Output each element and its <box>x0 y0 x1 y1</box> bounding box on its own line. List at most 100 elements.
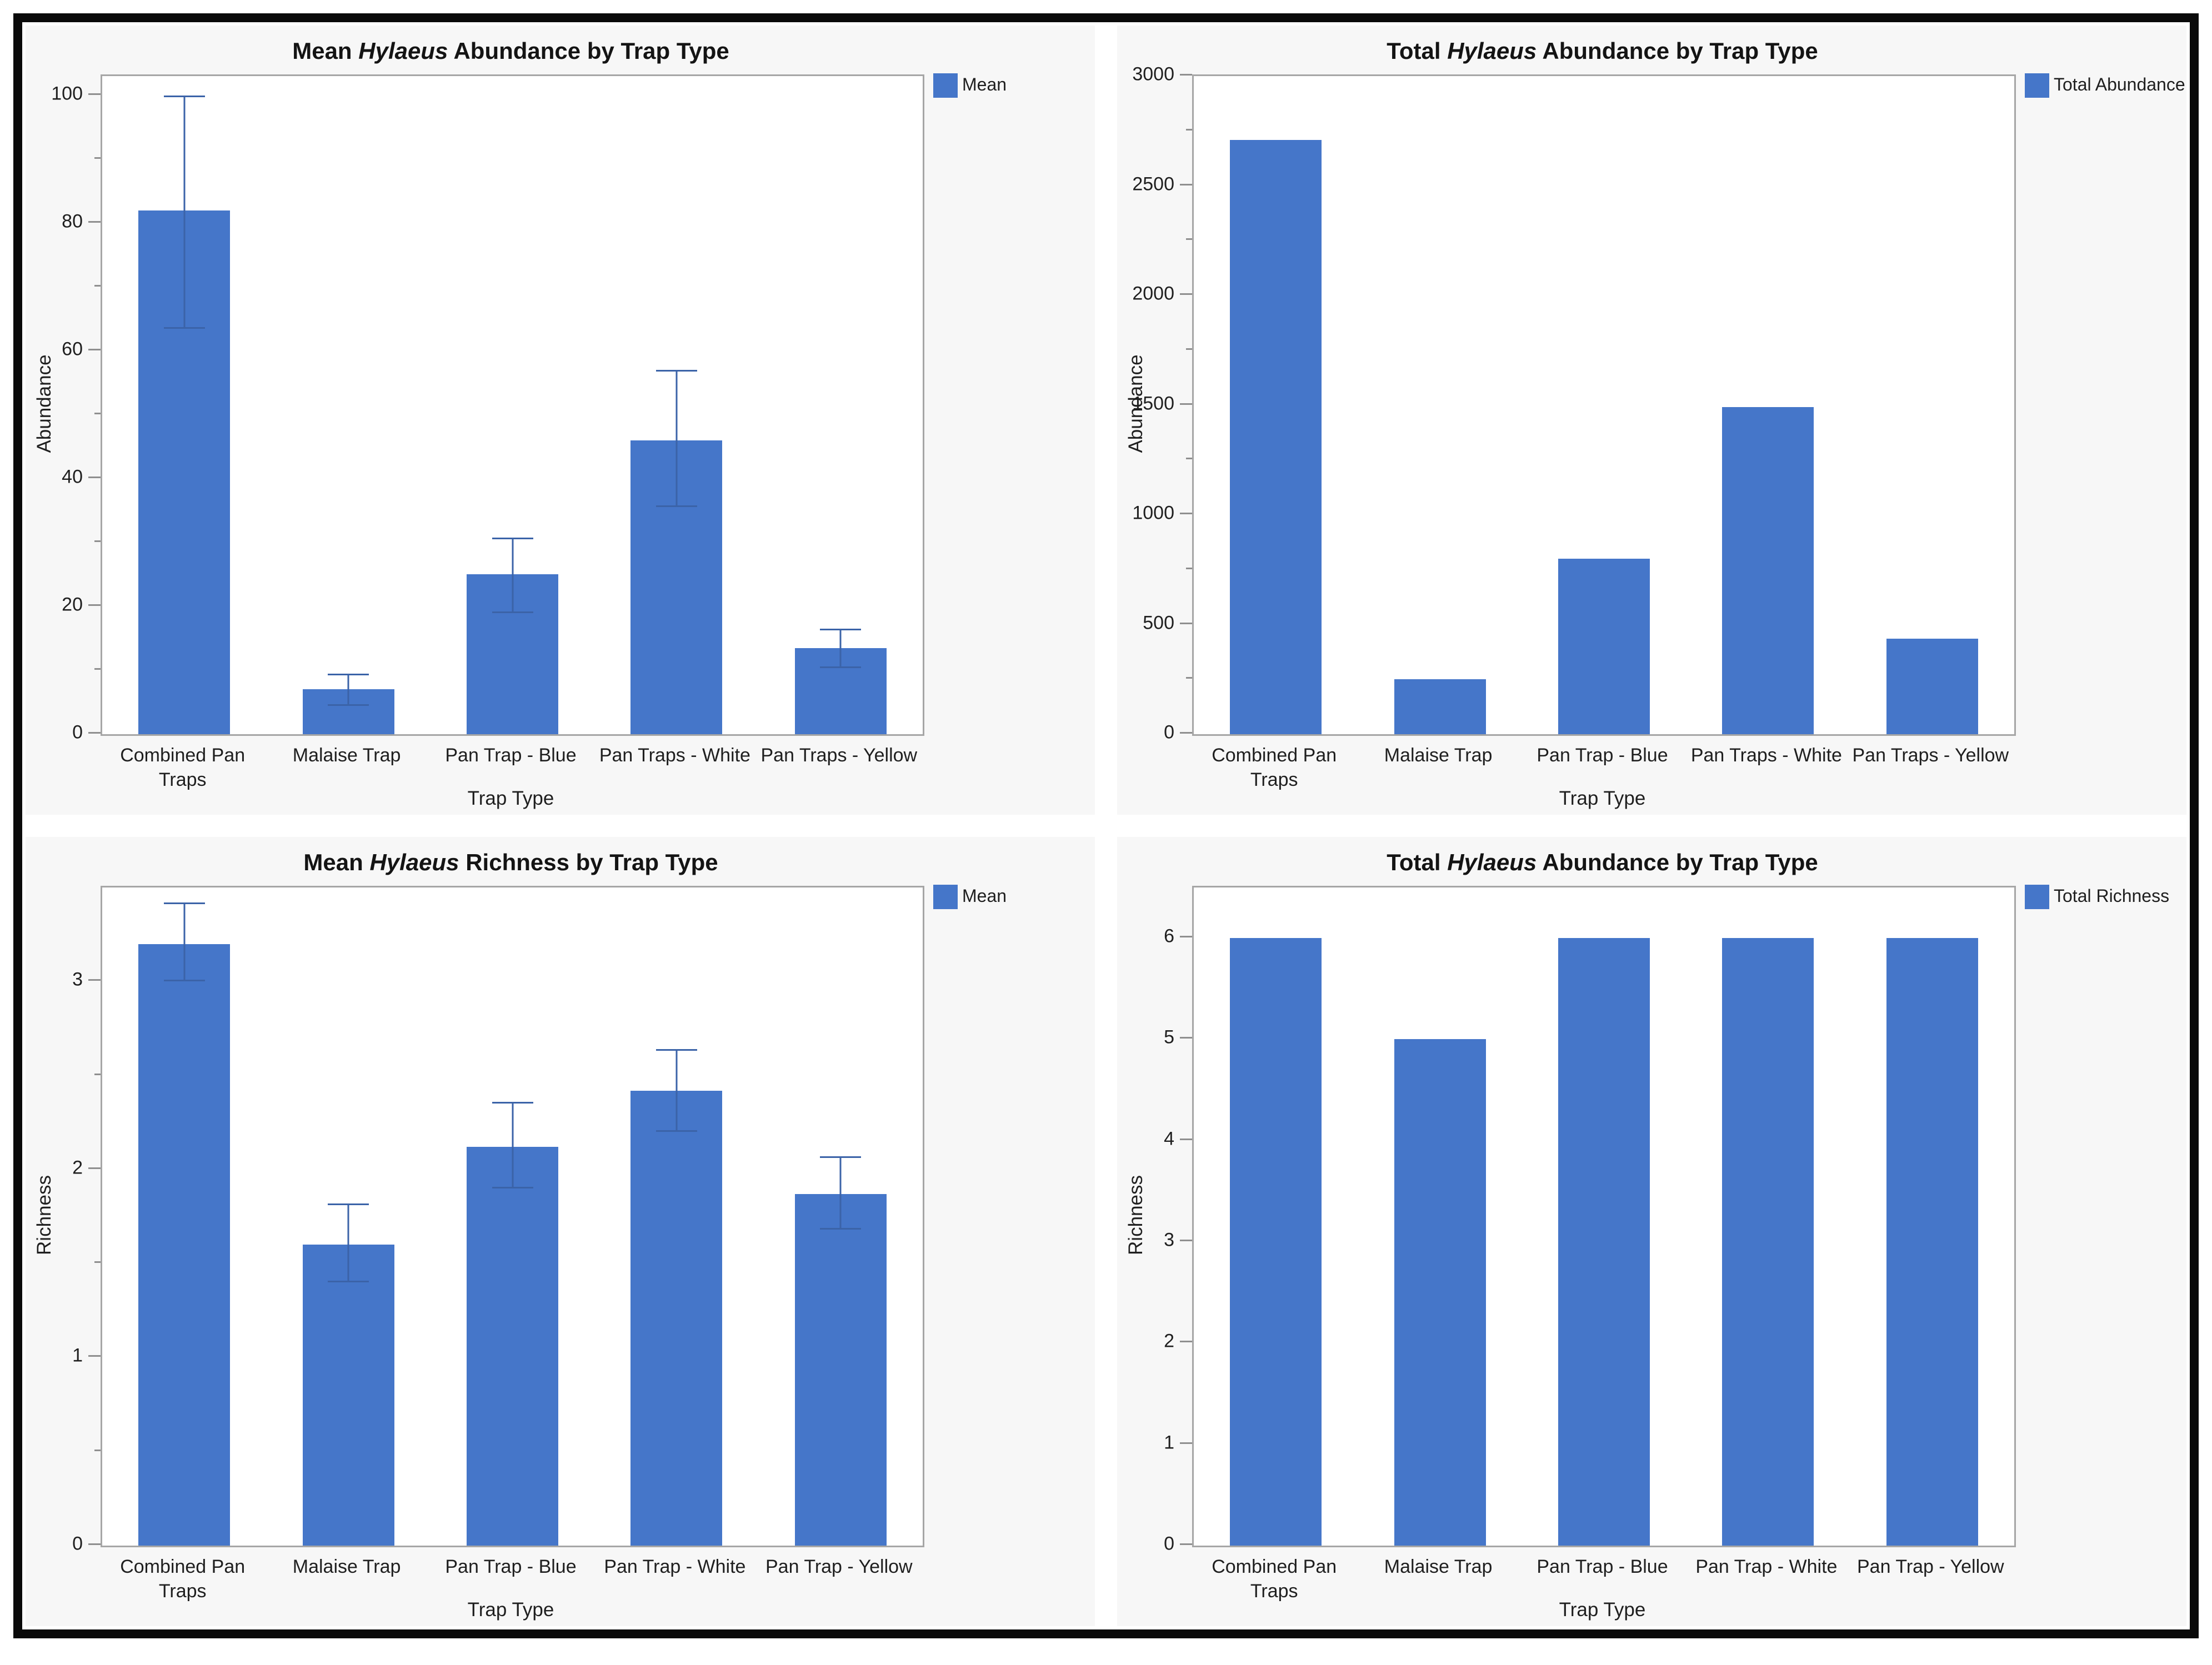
y-tick-major <box>1180 732 1192 734</box>
x-category-label: Combined Pan Traps <box>1212 1556 1337 1602</box>
y-tick-major <box>88 604 101 606</box>
y-tick-major <box>88 476 101 478</box>
x-category-label: Pan Trap - Blue <box>445 1556 577 1577</box>
error-bar-cap-top <box>328 1203 369 1205</box>
y-tick-label: 1500 <box>1132 393 1174 414</box>
y-tick-label: 3000 <box>1132 63 1174 85</box>
y-tick-major <box>1180 293 1192 295</box>
y-tick-label: 1000 <box>1132 502 1174 524</box>
error-bar-cap-top <box>492 1102 533 1104</box>
x-axis-label: Trap Type <box>467 1599 554 1621</box>
error-bar-line <box>183 96 186 329</box>
y-tick-label: 1 <box>72 1345 83 1366</box>
x-category-label: Pan Traps - White <box>1690 745 1842 766</box>
y-tick-minor <box>94 668 101 670</box>
error-bar <box>164 96 205 329</box>
x-axis-label: Trap Type <box>1559 788 1646 809</box>
bar <box>1886 938 1978 1546</box>
x-category-label: Pan Trap - Blue <box>1537 745 1668 766</box>
y-tick-major <box>1180 1138 1192 1140</box>
error-bar-line <box>183 902 186 981</box>
x-category-label: Malaise Trap <box>1384 745 1493 766</box>
title-species-italic: Hylaeus <box>358 38 448 64</box>
chart-panel-total-abundance: Total Hylaeus Abundance by Trap Type Abun… <box>1117 26 2186 815</box>
error-bar-line <box>675 1049 678 1132</box>
y-tick-major <box>88 1543 101 1545</box>
error-bar-cap-bottom <box>820 1228 861 1230</box>
legend: Mean <box>933 73 1007 98</box>
chart-panel-mean-richness: Mean Hylaeus Richness by Trap Type Richne… <box>26 837 1095 1626</box>
plot-area <box>1192 74 2016 736</box>
title-prefix: Total <box>1387 849 1448 875</box>
y-tick-major <box>88 732 101 734</box>
y-tick-major <box>1180 936 1192 938</box>
legend-swatch <box>933 885 958 909</box>
legend: Total Abundance <box>2025 73 2185 98</box>
bar <box>1886 639 1978 734</box>
y-tick-major <box>1180 74 1192 76</box>
error-bar <box>820 1156 861 1230</box>
error-bar <box>328 674 369 706</box>
legend-label: Mean <box>962 74 1007 94</box>
title-prefix: Mean <box>303 849 370 875</box>
error-bar-line <box>839 1156 842 1230</box>
y-tick-minor <box>94 284 101 287</box>
error-bar-cap-top <box>164 902 205 904</box>
legend-swatch <box>933 73 958 98</box>
y-tick-label: 2500 <box>1132 173 1174 194</box>
y-tick-minor <box>1186 348 1192 350</box>
x-category-label: Pan Trap - White <box>1695 1556 1838 1577</box>
y-tick-label: 3 <box>1164 1229 1174 1251</box>
legend-label: Total Richness <box>2054 886 2170 906</box>
title-species-italic: Hylaeus <box>1447 38 1537 64</box>
x-category-label: Pan Trap - Blue <box>445 745 577 766</box>
y-tick-minor <box>1186 458 1192 460</box>
error-bar <box>328 1203 369 1282</box>
bar <box>1394 679 1486 734</box>
y-tick-label: 500 <box>1143 612 1174 633</box>
error-bar <box>492 1102 533 1188</box>
bar <box>1230 140 1322 734</box>
bar <box>1722 407 1814 734</box>
y-tick-major <box>1180 1341 1192 1343</box>
error-bar-cap-top <box>492 538 533 539</box>
x-category-label: Pan Traps - Yellow <box>1852 745 2009 766</box>
error-bar <box>656 370 697 507</box>
y-tick-major <box>88 1355 101 1357</box>
error-bar-cap-top <box>656 370 697 372</box>
bar <box>795 1194 887 1546</box>
y-tick-label: 3 <box>72 969 83 990</box>
error-bar-cap-bottom <box>328 704 369 706</box>
y-tick-major <box>1180 1543 1192 1545</box>
error-bar-cap-bottom <box>656 1130 697 1132</box>
y-tick-minor <box>94 540 101 542</box>
y-tick-major <box>88 220 101 223</box>
plot-area <box>101 74 924 736</box>
x-category-label: Pan Trap - Yellow <box>765 1556 913 1577</box>
y-tick-major <box>1180 1240 1192 1242</box>
error-bar-cap-top <box>820 1156 861 1158</box>
bar <box>303 1245 394 1546</box>
y-tick-label: 4 <box>1164 1128 1174 1150</box>
error-bar-line <box>675 370 678 507</box>
y-tick-label: 40 <box>62 466 83 488</box>
title-prefix: Mean <box>292 38 359 64</box>
y-tick-label: 0 <box>1164 1533 1174 1554</box>
y-tick-minor <box>94 1073 101 1075</box>
y-tick-label: 80 <box>62 210 83 232</box>
x-category-label: Pan Traps - Yellow <box>760 745 918 766</box>
bar <box>1394 1039 1486 1546</box>
legend-swatch <box>2025 885 2049 909</box>
y-tick-minor <box>94 1261 101 1263</box>
x-category-label: Malaise Trap <box>292 1556 401 1577</box>
y-tick-major <box>1180 1442 1192 1444</box>
y-tick-major <box>88 979 101 981</box>
x-category-label: Combined Pan Traps <box>1212 745 1337 791</box>
title-suffix: Abundance by Trap Type <box>448 38 729 64</box>
y-tick-major <box>1180 183 1192 185</box>
bar <box>1558 559 1650 734</box>
x-category-label: Pan Trap - Yellow <box>1856 1556 2004 1577</box>
y-tick-label: 60 <box>62 338 83 360</box>
y-tick-label: 1 <box>1164 1432 1174 1453</box>
bar <box>1230 938 1322 1546</box>
